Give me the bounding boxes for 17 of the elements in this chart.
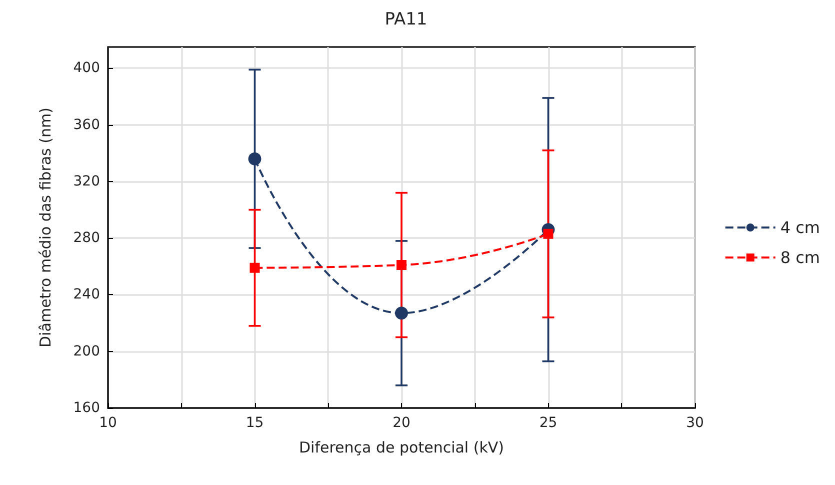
y-tick-label: 400 (73, 60, 100, 76)
y-tick-label: 320 (73, 173, 100, 190)
x-tick-label: 20 (392, 415, 410, 431)
legend-label: 4 cm (780, 218, 820, 237)
y-tick-label: 280 (73, 230, 100, 246)
y-tick-label: 240 (73, 286, 100, 303)
y-tick-label: 360 (73, 116, 100, 133)
legend-label: 8 cm (780, 248, 820, 267)
x-tick-label: 30 (686, 415, 704, 431)
chart-title: PA11 (384, 10, 428, 30)
y-tick-label: 200 (73, 343, 100, 360)
x-tick-label: 25 (539, 415, 558, 431)
y-axis-title: Diâmetro médio das fibras (nm) (36, 108, 54, 348)
x-axis-title: Diferença de potencial (kV) (298, 438, 504, 456)
x-tick-label: 10 (99, 415, 117, 431)
y-tick-label: 160 (73, 400, 100, 416)
x-tick-label: 15 (246, 415, 264, 431)
